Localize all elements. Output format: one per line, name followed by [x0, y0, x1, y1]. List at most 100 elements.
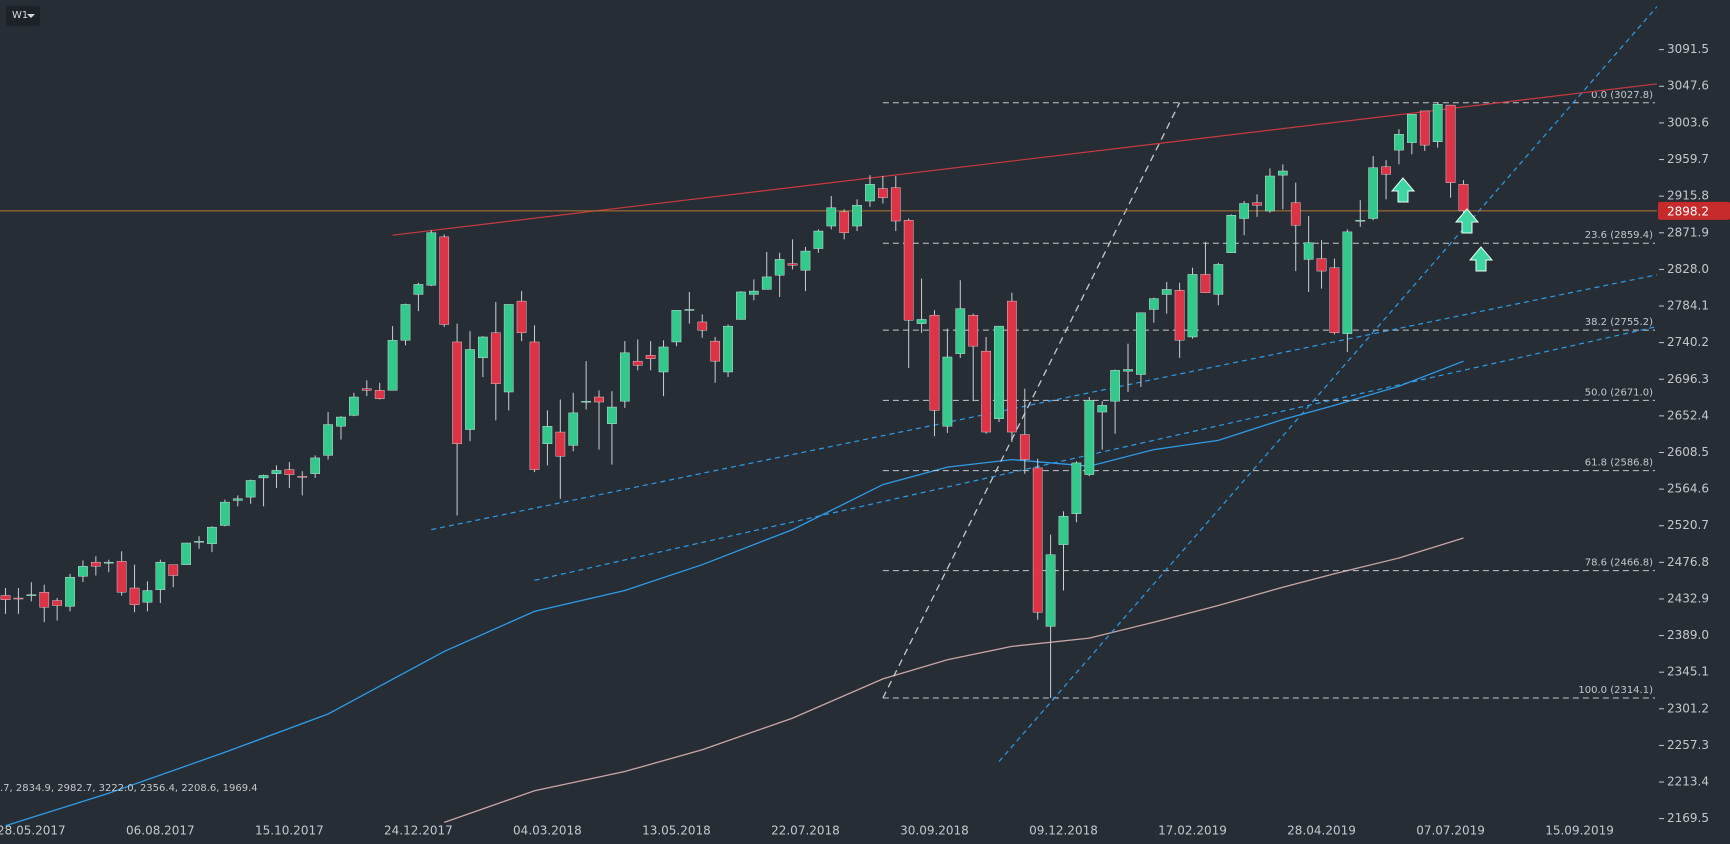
candle-body [1226, 214, 1237, 253]
candle-body [1123, 369, 1133, 372]
candle-body [800, 250, 811, 271]
fib-label: 23.6 (2859.4) [1585, 230, 1653, 241]
x-tick-label: 15.10.2017 [255, 824, 324, 838]
candle-body [555, 431, 566, 457]
candle-body [1032, 467, 1043, 613]
candle-body [39, 591, 50, 608]
y-tick-label: 2696.3 [1667, 372, 1709, 386]
x-tick-label: 28.04.2019 [1287, 824, 1356, 838]
dropdown-caret [27, 14, 35, 18]
candle-body [761, 276, 772, 290]
y-tick-label: 2257.3 [1667, 738, 1709, 752]
candle-body [774, 259, 785, 276]
candle-body [271, 470, 282, 474]
candle-body [916, 319, 927, 324]
candle-body [1342, 231, 1353, 334]
candle-body [90, 561, 101, 567]
x-tick-label: 24.12.2017 [384, 824, 453, 838]
fib-label: 0.0 (3027.8) [1591, 90, 1653, 101]
x-tick-label: 15.09.2019 [1545, 824, 1614, 838]
y-tick-label: 2301.2 [1667, 701, 1709, 715]
candle-body [465, 349, 475, 430]
timeframe-label: W1 [12, 10, 29, 21]
x-tick-label: 28.05.2017 [0, 824, 66, 838]
candle-body [865, 184, 875, 202]
y-tick-label: 2608.5 [1667, 445, 1709, 459]
candle-body [478, 336, 488, 359]
candle-body [852, 204, 862, 227]
timeframe-dropdown[interactable]: W1 [6, 6, 40, 26]
candle-body [168, 564, 179, 576]
candle-body [1265, 175, 1275, 212]
candle-body [1394, 134, 1404, 151]
trendline [431, 274, 1657, 531]
indicator-values: .7, 2834.9, 2982.7, 3222.0, 2356.4, 2208… [0, 783, 258, 794]
candle-body [258, 475, 269, 479]
x-tick-label: 13.05.2018 [642, 824, 711, 838]
candle-body [697, 321, 708, 331]
candle-body [994, 325, 1004, 419]
plot-area: 0.0 (3027.8) 23.6 (2859.4) 38.2 (2755.2) 50… [0, 6, 1657, 827]
candle-body [1432, 104, 1443, 142]
moving-average [443, 537, 1464, 824]
candle-body [155, 561, 166, 590]
candle-body [658, 346, 669, 373]
candle-body [52, 600, 62, 606]
candle-body [220, 501, 230, 526]
candle-body [942, 356, 953, 427]
candle-body [903, 219, 914, 321]
y-tick-label: 2740.2 [1667, 335, 1709, 349]
candle-body [503, 304, 514, 393]
candle-body [645, 355, 656, 359]
fib-label: 78.6 (2466.8) [1585, 558, 1653, 569]
candle-body [632, 360, 643, 366]
candle-body [284, 469, 295, 475]
y-tick-label: 2564.6 [1667, 482, 1709, 496]
candle-body [1303, 242, 1314, 260]
y-tick-label: 3003.6 [1667, 115, 1709, 129]
candle-body [1161, 289, 1172, 295]
fib-label: 61.8 (2586.8) [1585, 458, 1653, 469]
candle-body [116, 561, 127, 593]
y-tick-label: 2389.0 [1667, 628, 1709, 642]
candle-body [826, 207, 837, 227]
candle-body [490, 332, 501, 384]
candle-body [619, 352, 630, 402]
y-tick-label: 2169.5 [1667, 811, 1709, 825]
candle-body [968, 315, 979, 347]
candle-body [207, 526, 217, 545]
candle-body [929, 315, 940, 411]
candle-body [1110, 370, 1120, 402]
candle-body [1407, 114, 1417, 143]
candle-body [413, 284, 424, 295]
candle-body [232, 498, 243, 501]
candle-body [1200, 274, 1211, 293]
y-tick-label: 2784.1 [1667, 299, 1709, 313]
y-tick-label: 2652.4 [1667, 408, 1709, 422]
candle-body [890, 187, 901, 222]
candle-body [103, 561, 114, 564]
candle-body [452, 341, 462, 444]
signal-arrow [1468, 246, 1494, 272]
moving-average [5, 360, 1464, 827]
y-tick-label: 2871.9 [1667, 225, 1709, 239]
candle-body [1239, 203, 1249, 219]
y-tick-label: 2345.1 [1667, 665, 1709, 679]
candle-body [1445, 104, 1456, 183]
candle-body [1148, 298, 1159, 310]
price-axis: 3091.5 3047.6 3003.6 2959.7 2915.8 2871.9 2828… [1658, 42, 1730, 825]
y-tick-label: 3091.5 [1667, 42, 1709, 56]
y-tick-label: 2828.0 [1667, 262, 1709, 276]
candle-body [336, 416, 346, 427]
candle-body [26, 594, 37, 596]
candle-body [723, 325, 733, 373]
candle-body [1290, 202, 1301, 226]
candle-body [181, 542, 192, 565]
candle-body [749, 290, 759, 295]
x-tick-label: 07.07.2019 [1416, 824, 1485, 838]
fib-label: 100.0 (2314.1) [1578, 685, 1653, 696]
x-tick-label: 09.12.2018 [1029, 824, 1098, 838]
last-price-tag [1658, 201, 1730, 220]
